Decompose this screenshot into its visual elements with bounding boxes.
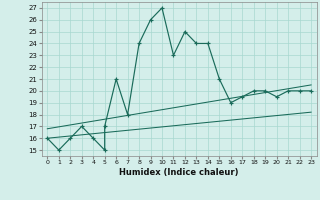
X-axis label: Humidex (Indice chaleur): Humidex (Indice chaleur) — [119, 168, 239, 177]
